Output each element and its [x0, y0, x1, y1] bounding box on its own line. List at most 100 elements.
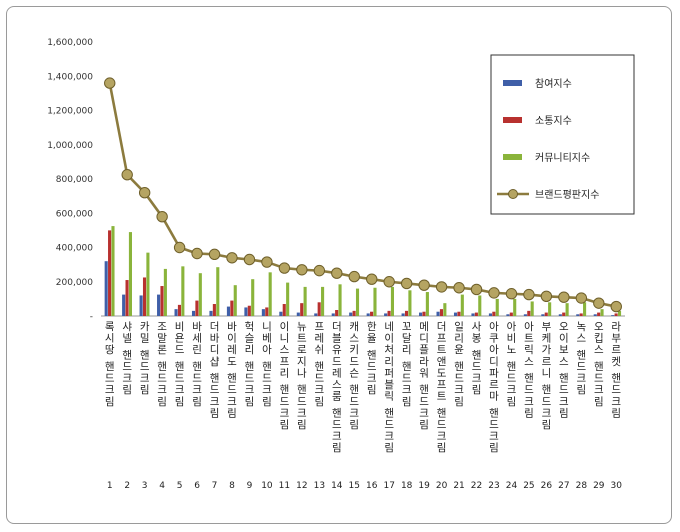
bar-participation: [401, 313, 405, 316]
brand-index-point: [208, 248, 221, 261]
bar-communication: [212, 304, 216, 316]
bar-communication: [457, 311, 461, 316]
bar-participation: [349, 312, 353, 316]
chart-frame: - 200,000 400,000 600,000 800,000 1,000,000 1,…: [6, 6, 672, 524]
rank-label: 16: [366, 481, 378, 491]
bar-communication: [142, 277, 147, 316]
bar-community: [565, 303, 569, 316]
bar-community: [355, 288, 360, 316]
bar-communication: [370, 311, 374, 316]
bar-participation: [453, 312, 458, 316]
brand-index-point: [104, 77, 116, 89]
bar-communication: [230, 300, 234, 316]
bar-communication: [527, 310, 531, 316]
bar-communication: [544, 312, 548, 316]
bar-participation: [558, 314, 562, 316]
bar-communication: [509, 312, 513, 316]
brand-index-point: [523, 288, 535, 301]
bar-participation: [314, 313, 318, 316]
bar-participation: [471, 313, 475, 316]
bar-communication: [579, 313, 583, 316]
brand-index-point: [453, 282, 465, 294]
bar-participation: [244, 307, 248, 316]
rank-label: 11: [279, 481, 290, 491]
rank-label: 29: [593, 481, 605, 491]
rank-label: 8: [229, 481, 235, 491]
bar-participation: [226, 306, 230, 316]
brand-index-point: [610, 300, 622, 313]
bar-communication: [404, 310, 409, 316]
brand-index-point: [313, 264, 326, 277]
rank-label: 5: [177, 481, 183, 491]
bar-community: [216, 267, 220, 316]
y-tick-label: 800,000: [56, 175, 93, 185]
rank-label: 20: [436, 481, 448, 491]
brand-index-point: [540, 290, 553, 303]
y-tick-label: 1,200,000: [47, 107, 93, 117]
bar-communication: [125, 280, 129, 316]
rank-label: 24: [506, 481, 518, 491]
legend-item-community-label: 커뮤니티지수: [535, 152, 590, 164]
brand-index-point: [156, 210, 168, 223]
bar-community: [338, 284, 342, 316]
bar-participation: [279, 311, 283, 316]
rank-label: 26: [541, 481, 553, 491]
bar-participation: [488, 313, 492, 316]
bar-participation: [419, 312, 423, 316]
rank-label: 25: [523, 481, 534, 491]
bar-community: [181, 266, 185, 316]
bar-communication: [265, 307, 269, 316]
brand-index-point: [191, 247, 203, 260]
bar-communication: [422, 311, 426, 316]
bar-participation: [541, 314, 545, 316]
bar-community: [390, 286, 394, 316]
bar-community: [268, 272, 272, 316]
y-tick-label: 600,000: [56, 209, 93, 219]
bar-communication: [439, 309, 443, 316]
brand-index-point: [366, 273, 378, 285]
bar-participation: [436, 311, 440, 316]
brand-index-point: [331, 267, 343, 279]
rank-label: 21: [453, 481, 464, 491]
bar-community: [286, 282, 290, 316]
bar-communication: [108, 230, 112, 316]
brand-index-point: [435, 281, 448, 293]
bar-participation: [191, 310, 196, 316]
brand-index-point: [173, 241, 186, 254]
brand-index-point: [296, 264, 308, 276]
rank-label: 17: [383, 481, 394, 491]
rank-label: 18: [401, 481, 413, 491]
bar-community: [617, 310, 622, 316]
bar-participation: [139, 295, 143, 316]
bar-community: [321, 286, 325, 316]
bar-communication: [352, 310, 356, 316]
bar-communication: [195, 300, 199, 316]
bar-communication: [247, 305, 251, 316]
bar-participation: [331, 313, 335, 316]
brand-index-point: [470, 283, 483, 296]
rank-label: 9: [247, 481, 253, 491]
brand-index-point: [593, 297, 605, 309]
bar-community: [513, 298, 517, 316]
bar-community: [495, 298, 499, 316]
rank-label: 4: [159, 481, 165, 491]
bar-communication: [492, 311, 496, 316]
rank-label: 30: [611, 481, 623, 491]
bar-community: [233, 285, 237, 316]
bar-participation: [611, 315, 615, 316]
y-tick-label: -: [90, 312, 93, 322]
bar-participation: [593, 314, 597, 316]
bar-participation: [576, 314, 580, 316]
